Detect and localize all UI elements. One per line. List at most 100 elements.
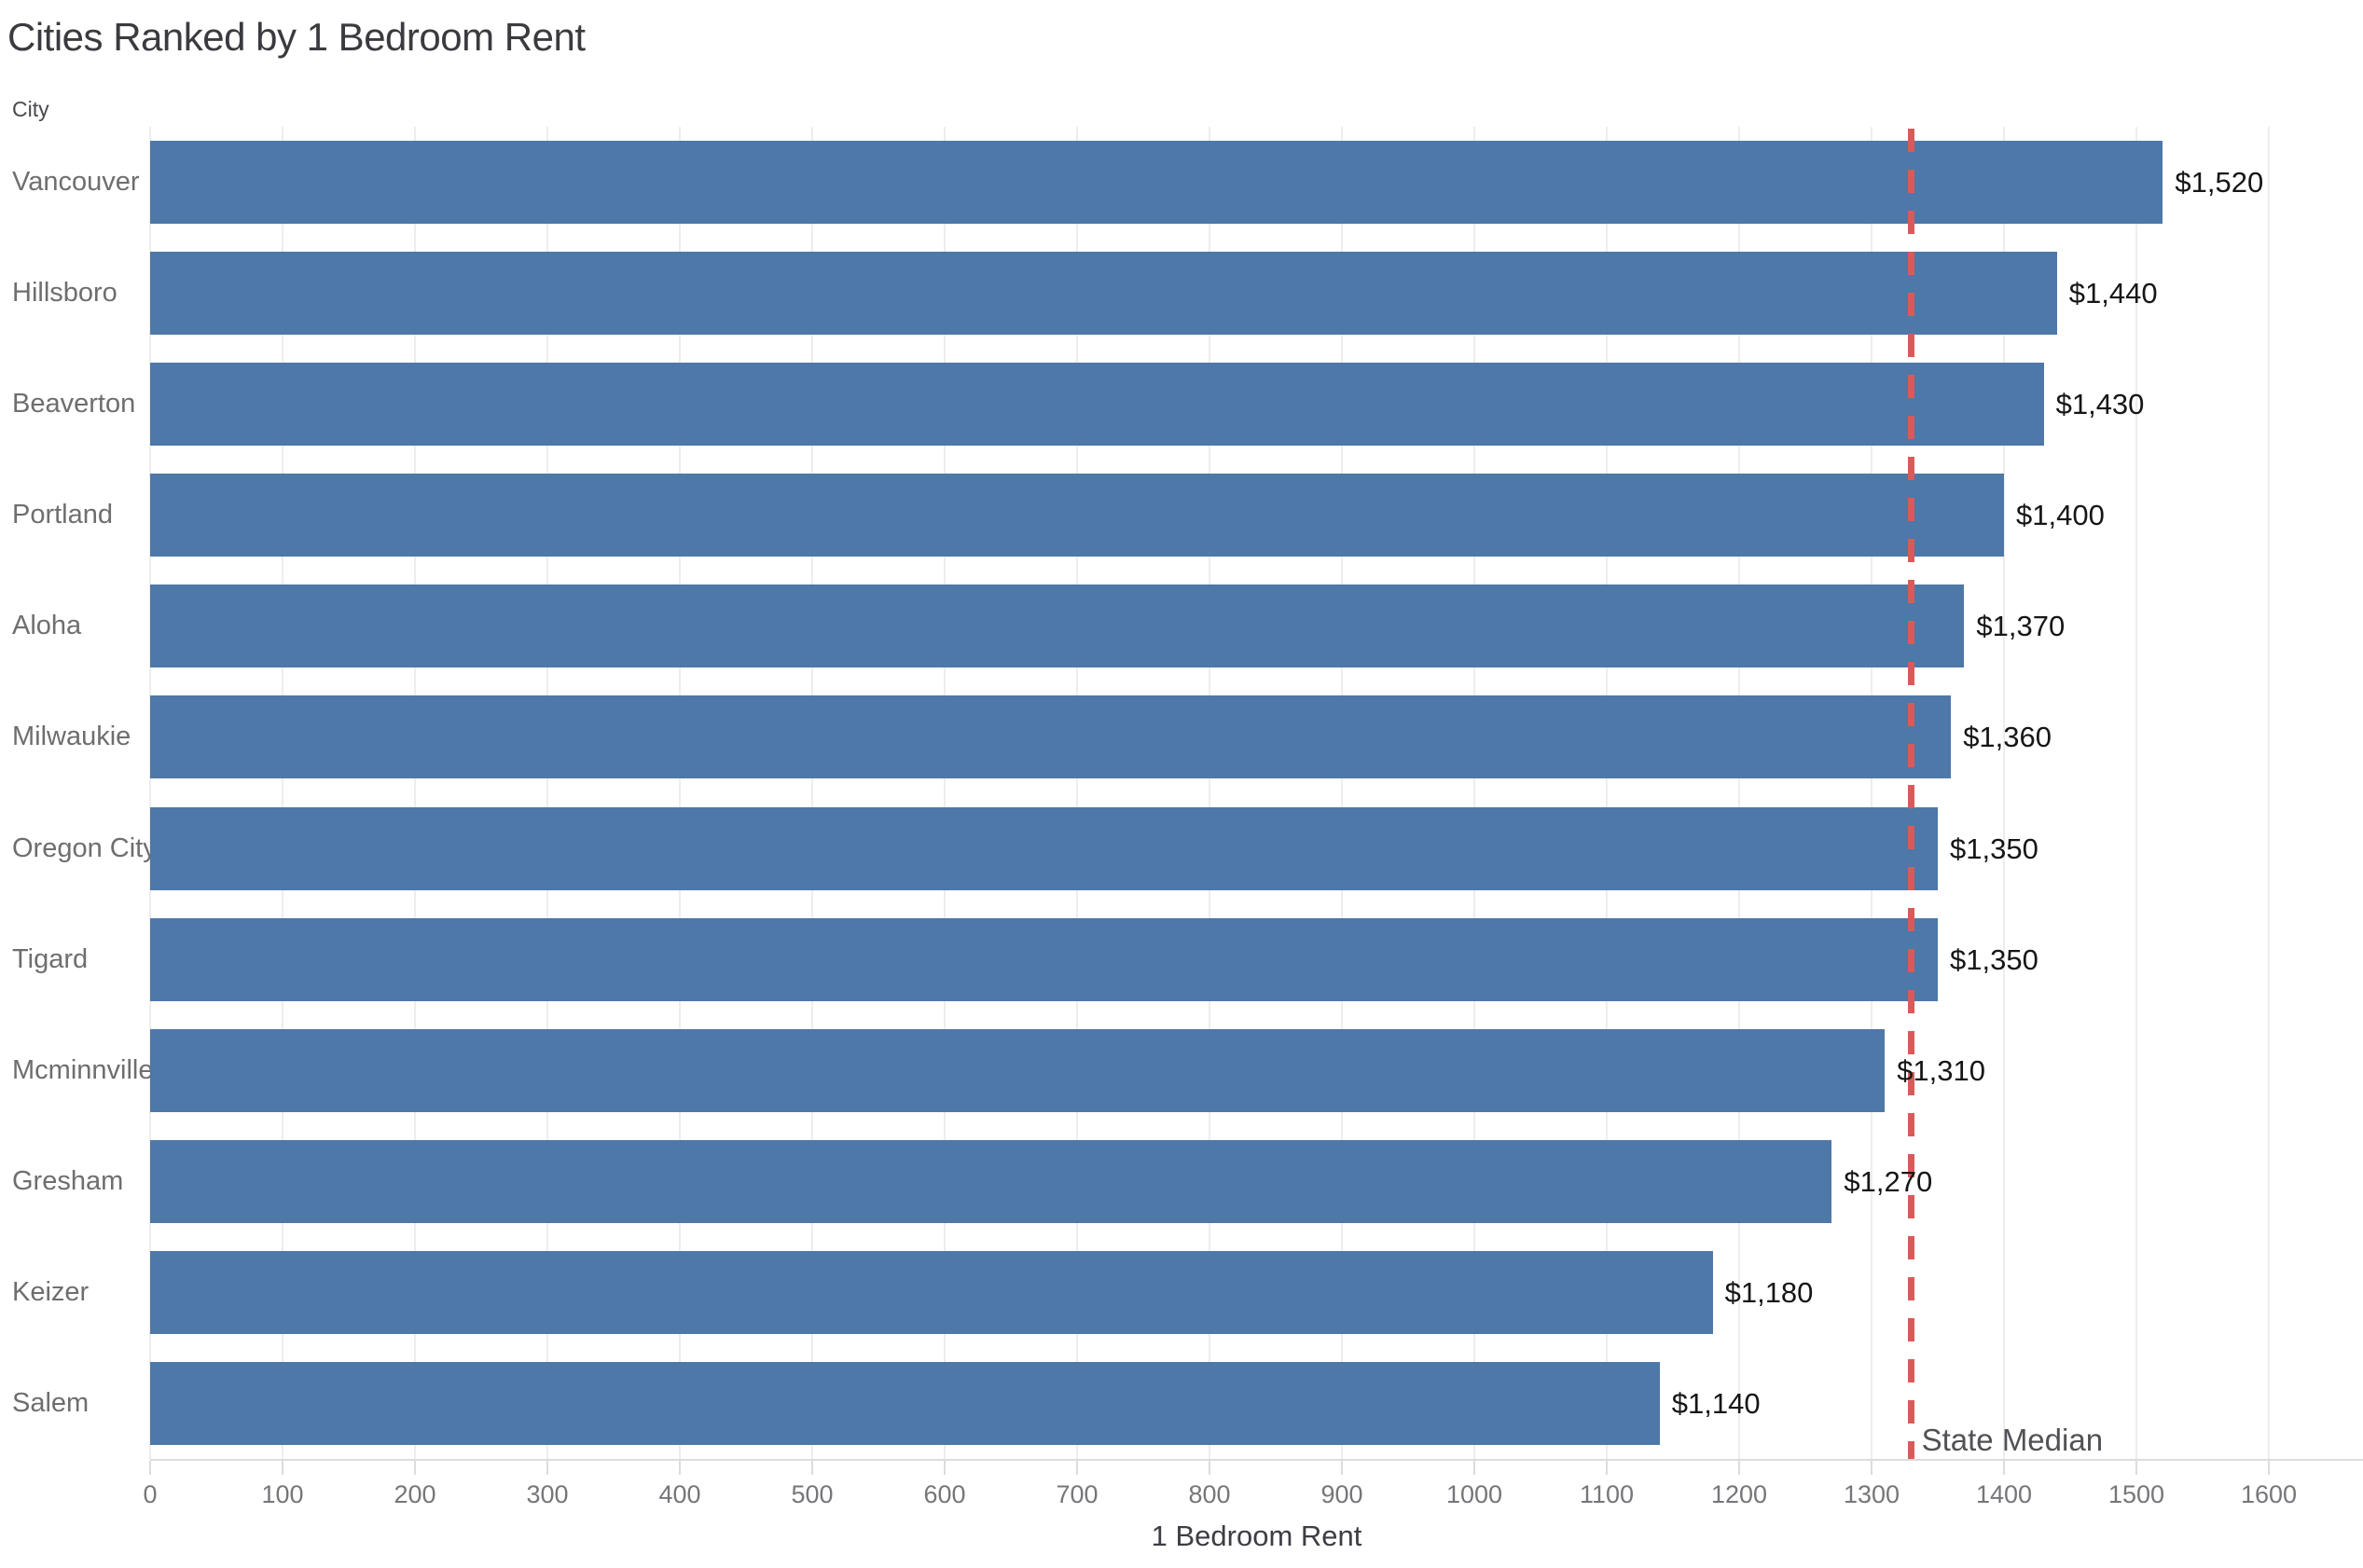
chart-title: Cities Ranked by 1 Bedroom Rent xyxy=(7,15,586,59)
bar-value-label: $1,310 xyxy=(1897,1053,1986,1087)
x-axis-tick xyxy=(679,1461,681,1475)
x-tick-label: 900 xyxy=(1320,1480,1363,1508)
y-axis-field-label: City xyxy=(12,97,49,121)
gridline xyxy=(1606,127,1608,1459)
city-label: Aloha xyxy=(12,611,82,641)
gridline xyxy=(546,127,548,1459)
bar-value-label: $1,360 xyxy=(1963,721,2052,754)
gridline xyxy=(811,127,813,1459)
x-axis-tick xyxy=(2268,1461,2270,1475)
bar[interactable] xyxy=(150,252,2057,336)
bar[interactable] xyxy=(150,1361,1660,1445)
x-tick-label: 1300 xyxy=(1843,1480,1900,1508)
gridline xyxy=(1341,127,1343,1459)
x-axis-line xyxy=(150,1459,2363,1461)
x-tick-label: 200 xyxy=(394,1480,436,1508)
city-label: Milwaukie xyxy=(12,722,131,752)
city-label: Hillsboro xyxy=(12,278,117,309)
x-tick-label: 0 xyxy=(143,1480,158,1508)
x-axis-tick xyxy=(1473,1461,1475,1475)
x-tick-label: 600 xyxy=(923,1480,966,1508)
bar[interactable] xyxy=(150,1139,1832,1223)
bar-row: Milwaukie $1,360 xyxy=(12,681,2363,792)
city-label: Gresham xyxy=(12,1165,124,1196)
bar[interactable] xyxy=(150,806,1938,890)
bar-value-label: $1,440 xyxy=(2068,277,2158,310)
bar-value-label: $1,350 xyxy=(1950,942,2038,976)
bar-row: Mcminnville $1,310 xyxy=(12,1015,2363,1126)
bar[interactable] xyxy=(150,1028,1886,1112)
gridline xyxy=(1076,127,1078,1459)
city-label: Keizer xyxy=(12,1276,90,1307)
city-label: Salem xyxy=(12,1387,90,1418)
city-label: Mcminnville xyxy=(12,1054,154,1085)
bar[interactable] xyxy=(150,695,1952,779)
bar-row: Vancouver $1,520 xyxy=(12,127,2363,238)
city-label: Tigard xyxy=(12,943,89,974)
bar[interactable] xyxy=(150,363,2044,447)
bar-row: Salem $1,140 xyxy=(12,1348,2363,1459)
gridline xyxy=(2135,127,2137,1459)
bar[interactable] xyxy=(150,917,1938,1001)
bar[interactable] xyxy=(150,585,1965,668)
gridline xyxy=(414,127,416,1459)
x-axis-tick xyxy=(811,1461,813,1475)
gridline xyxy=(679,127,681,1459)
bar-row: Hillsboro $1,440 xyxy=(12,238,2363,349)
x-tick-label: 1500 xyxy=(2107,1480,2165,1508)
gridline xyxy=(149,127,151,1459)
x-tick-label: 1100 xyxy=(1579,1480,1635,1508)
city-label: Vancouver xyxy=(12,167,140,197)
state-median-label: State Median xyxy=(1921,1423,2104,1457)
city-label: Portland xyxy=(12,500,114,530)
bar-value-label: $1,140 xyxy=(1671,1386,1761,1420)
bar-row: Aloha $1,370 xyxy=(12,571,2363,681)
x-axis-title: 1 Bedroom Rent xyxy=(1151,1520,1362,1552)
bar-row: Tigard $1,350 xyxy=(12,904,2363,1015)
state-median-line xyxy=(1908,129,1915,1459)
gridline xyxy=(1871,127,1872,1459)
x-axis-tick xyxy=(149,1461,151,1475)
bar[interactable] xyxy=(150,1250,1713,1334)
x-tick-label: 1000 xyxy=(1445,1480,1503,1508)
x-axis-tick xyxy=(414,1461,416,1475)
x-axis-tick xyxy=(1738,1461,1740,1475)
bar-row: Beaverton $1,430 xyxy=(12,349,2363,460)
x-tick-label: 800 xyxy=(1188,1480,1231,1508)
bar-row: Keizer $1,180 xyxy=(12,1237,2363,1348)
x-axis-tick xyxy=(2003,1461,2005,1475)
x-axis-tick xyxy=(944,1461,946,1475)
gridline xyxy=(282,127,283,1459)
x-axis-tick xyxy=(1606,1461,1608,1475)
bar-value-label: $1,400 xyxy=(2016,499,2105,532)
bar-value-label: $1,520 xyxy=(2175,166,2264,199)
x-tick-label: 1600 xyxy=(2240,1480,2298,1508)
x-axis-tick xyxy=(1341,1461,1343,1475)
plot-area: 0 100 200 300 400 500 600 700 800 900 1000 1100 1200… xyxy=(12,127,2363,1508)
x-axis-tick xyxy=(1209,1461,1210,1475)
bar-row: Portland $1,400 xyxy=(12,460,2363,571)
gridline xyxy=(1738,127,1740,1459)
gridline xyxy=(1473,127,1475,1459)
bar-value-label: $1,430 xyxy=(2055,388,2145,421)
city-label: Oregon City xyxy=(12,832,157,863)
gridline xyxy=(1209,127,1210,1459)
x-tick-label: 1200 xyxy=(1710,1480,1768,1508)
city-label: Beaverton xyxy=(12,389,136,420)
x-axis-tick xyxy=(1076,1461,1078,1475)
bar-row: Gresham $1,270 xyxy=(12,1126,2363,1237)
x-tick-label: 1400 xyxy=(1975,1480,2033,1508)
bar-value-label: $1,370 xyxy=(1976,610,2066,643)
x-tick-label: 400 xyxy=(658,1480,701,1508)
x-axis-tick xyxy=(2135,1461,2137,1475)
x-tick-label: 700 xyxy=(1056,1480,1099,1508)
bar-row: Oregon City $1,350 xyxy=(12,793,2363,904)
x-tick-label: 300 xyxy=(526,1480,569,1508)
bar[interactable] xyxy=(150,474,2004,557)
gridline xyxy=(2268,127,2270,1459)
x-axis-tick xyxy=(546,1461,548,1475)
x-tick-label: 500 xyxy=(791,1480,834,1508)
bar[interactable] xyxy=(150,141,2163,224)
bar-value-label: $1,180 xyxy=(1724,1275,1814,1309)
